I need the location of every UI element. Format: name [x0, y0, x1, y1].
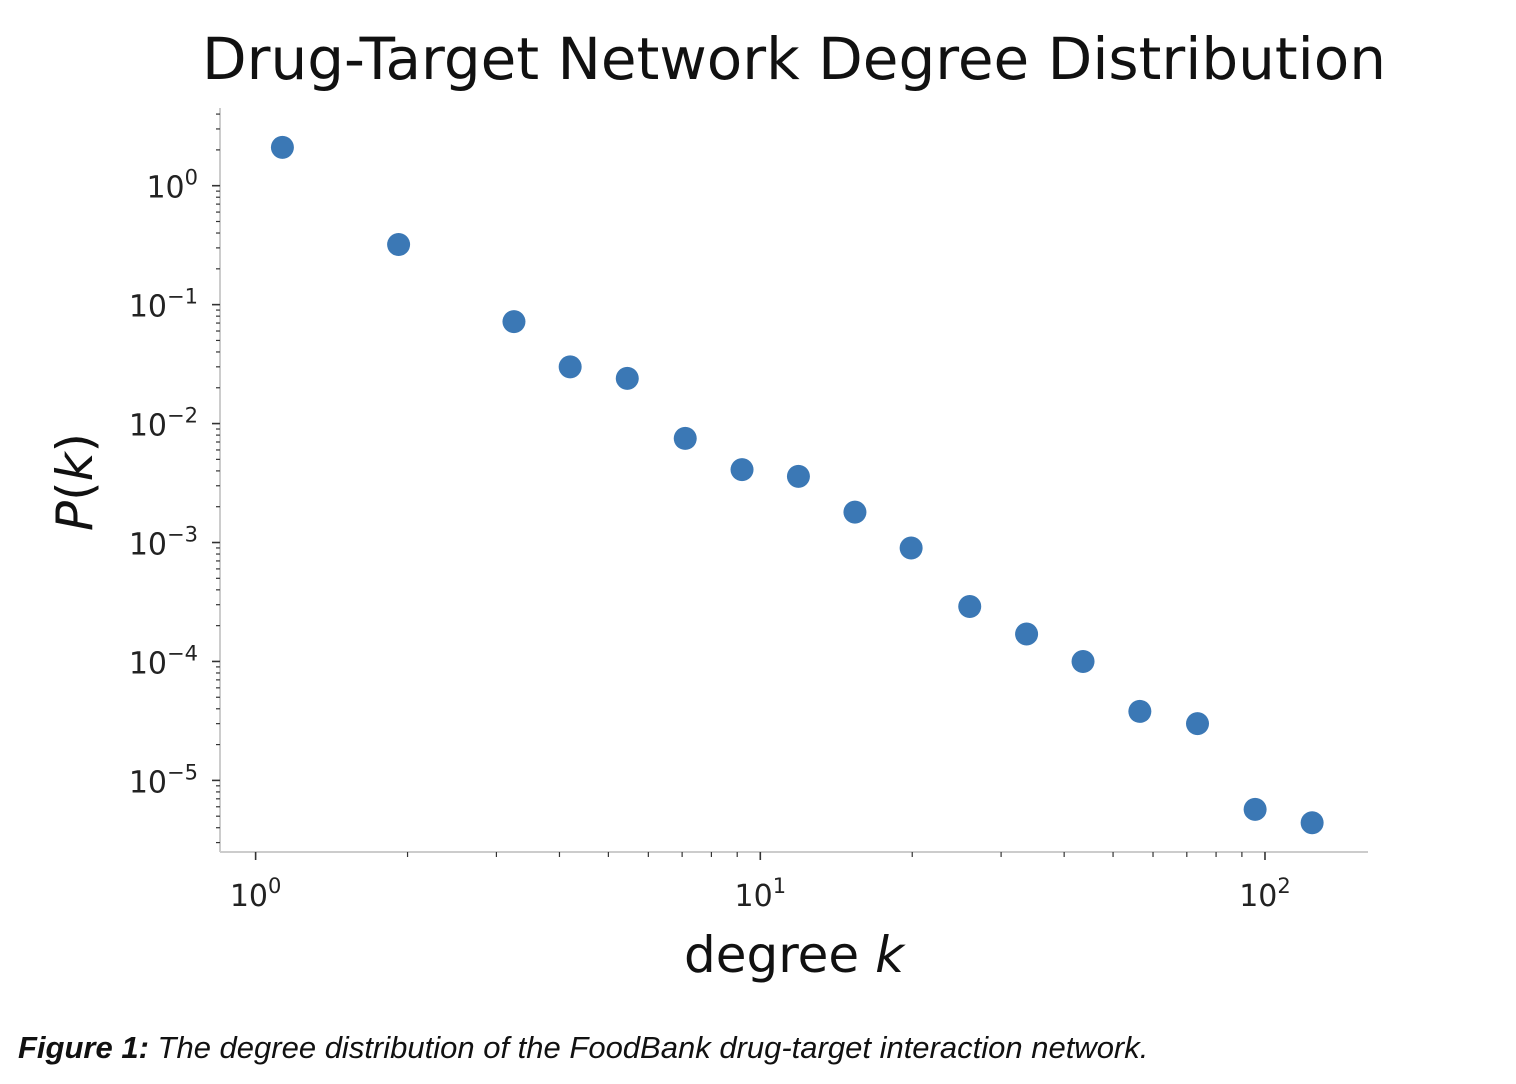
- data-points: [270, 135, 1324, 835]
- data-point: [673, 426, 697, 450]
- x-axis-label: degree k: [684, 926, 906, 984]
- data-point: [387, 233, 411, 257]
- y-tick-label: 10−5: [129, 760, 198, 800]
- data-point: [1186, 712, 1210, 736]
- caption-text: The degree distribution of the FoodBank …: [148, 1030, 1149, 1065]
- data-point: [558, 355, 582, 379]
- data-point: [270, 135, 294, 159]
- x-tick-label: 100: [230, 874, 282, 914]
- data-point: [958, 594, 982, 618]
- data-point: [730, 458, 754, 482]
- data-point: [1015, 622, 1039, 646]
- y-tick-label: 10−2: [129, 404, 198, 444]
- figure-caption: Figure 1: The degree distribution of the…: [18, 1030, 1498, 1066]
- scatter-plot: 100 101 102 100 10−1 10−2 10−3 10−4 10−5 degree …: [46, 108, 1368, 984]
- chart-title: Drug-Target Network Degree Distribution: [201, 25, 1387, 93]
- y-tick-label: 10−1: [129, 285, 198, 325]
- caption-label: Figure 1:: [18, 1030, 149, 1065]
- x-tick-label: 102: [1239, 874, 1291, 914]
- y-tick-label: 10−3: [129, 523, 198, 563]
- tick-labels: 100 101 102 100 10−1 10−2 10−3 10−4 10−5: [129, 166, 1291, 914]
- data-point: [843, 500, 867, 524]
- data-point: [786, 464, 810, 488]
- axes: [219, 108, 1368, 853]
- y-axis-label: P(k): [46, 433, 104, 531]
- data-point: [1243, 797, 1267, 821]
- data-point: [502, 310, 526, 334]
- x-tick-label: 101: [735, 874, 787, 914]
- data-point: [1128, 699, 1152, 723]
- data-point: [1071, 649, 1095, 673]
- y-tick-label: 100: [146, 166, 198, 206]
- ticks: [212, 113, 1266, 860]
- y-tick-label: 10−4: [129, 641, 198, 681]
- data-point: [615, 366, 639, 390]
- data-point: [1300, 811, 1324, 835]
- data-point: [899, 536, 923, 560]
